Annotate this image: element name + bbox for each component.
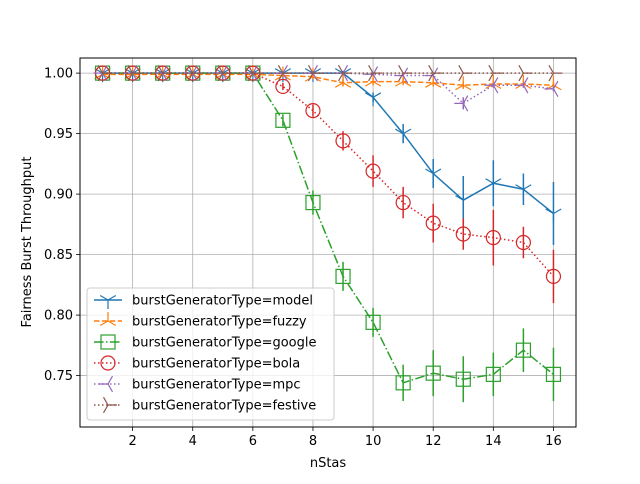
data-point <box>454 95 469 112</box>
x-tick-label: 6 <box>249 434 257 449</box>
x-tick-label: 16 <box>545 434 562 449</box>
data-point <box>425 365 441 381</box>
x-tick-label: 12 <box>425 434 442 449</box>
y-tick-label: 0.80 <box>44 309 73 324</box>
legend: burstGeneratorType=model burstGeneratorTy… <box>86 287 335 421</box>
data-point <box>395 128 412 143</box>
data-point <box>305 103 321 119</box>
data-point <box>305 194 321 211</box>
data-point <box>275 78 291 95</box>
data-point <box>425 168 442 183</box>
legend-label: burstGeneratorType=bola <box>132 357 300 372</box>
data-point <box>398 65 413 82</box>
data-point <box>485 230 501 246</box>
data-point <box>365 314 381 330</box>
data-point <box>247 65 262 82</box>
x-axis-ticks: 2 4 6 8 10 12 14 16 <box>128 427 562 449</box>
data-point <box>368 65 383 82</box>
data-point <box>275 112 291 128</box>
series-line-google <box>102 72 554 384</box>
data-point <box>488 65 503 82</box>
data-point <box>395 375 411 391</box>
series-mpc <box>93 65 559 112</box>
data-point <box>127 65 142 82</box>
legend-marker <box>102 396 117 414</box>
y-tick-label: 0.95 <box>44 127 73 142</box>
legend-label: burstGeneratorType=model <box>132 294 313 309</box>
data-point <box>187 65 202 82</box>
series-line-fuzzy <box>102 73 554 86</box>
y-tick-label: 0.85 <box>44 248 73 263</box>
data-point <box>455 76 472 91</box>
data-point <box>338 65 353 82</box>
legend-item-fuzzy: burstGeneratorType=fuzzy <box>94 312 307 330</box>
legend-item-festive: burstGeneratorType=festive <box>94 396 316 414</box>
data-point <box>455 226 471 242</box>
legend-item-bola: burstGeneratorType=bola <box>94 355 300 372</box>
data-point <box>217 65 232 82</box>
x-tick-label: 4 <box>189 434 197 449</box>
data-point <box>545 268 562 284</box>
data-point <box>334 73 352 88</box>
data-point <box>365 163 381 179</box>
data-point <box>364 92 382 107</box>
data-point <box>335 268 351 284</box>
y-tick-label: 0.75 <box>44 369 73 384</box>
legend-item-mpc: burstGeneratorType=mpc <box>94 375 301 393</box>
legend-marker <box>99 312 117 327</box>
data-point <box>518 65 533 82</box>
legend-label: burstGeneratorType=festive <box>132 399 316 414</box>
legend-label: burstGeneratorType=mpc <box>132 378 301 393</box>
data-point <box>277 65 292 82</box>
data-point <box>485 178 502 193</box>
data-point <box>157 65 172 82</box>
series-group <box>93 65 563 403</box>
data-point <box>428 65 443 82</box>
y-tick-label: 1.00 <box>44 67 73 82</box>
data-point <box>455 371 471 387</box>
legend-marker <box>99 375 114 393</box>
legend-item-google: burstGeneratorType=google <box>94 334 317 351</box>
data-point <box>545 208 562 223</box>
legend-item-model: burstGeneratorType=model <box>94 294 313 309</box>
data-point <box>515 234 531 251</box>
data-point <box>307 65 322 82</box>
data-point <box>485 366 501 382</box>
data-point <box>515 342 531 358</box>
series-festive <box>97 65 563 82</box>
legend-marker <box>100 334 116 350</box>
data-point <box>458 65 473 82</box>
data-point <box>93 65 108 82</box>
x-tick-label: 14 <box>485 434 502 449</box>
data-point <box>335 133 351 149</box>
x-tick-label: 2 <box>128 434 136 449</box>
data-point <box>548 65 563 82</box>
data-point <box>544 80 559 97</box>
data-point <box>515 184 532 199</box>
x-tick-label: 10 <box>365 434 382 449</box>
data-point <box>484 77 499 94</box>
legend-marker <box>100 355 116 371</box>
y-tick-label: 0.90 <box>44 188 73 203</box>
legend-label: burstGeneratorType=fuzzy <box>132 315 307 330</box>
y-axis-ticks: 0.75 0.80 0.85 0.90 0.95 1.00 <box>44 67 80 384</box>
x-axis-label: nStas <box>310 456 347 471</box>
data-point <box>455 195 472 210</box>
data-point <box>425 215 441 231</box>
data-point <box>545 366 562 382</box>
plot-frame <box>79 57 577 428</box>
legend-label: burstGeneratorType=google <box>132 336 317 351</box>
data-point <box>395 194 411 211</box>
y-axis-label: Fairness Burst Throughput <box>20 157 35 328</box>
legend-marker <box>99 294 117 309</box>
data-point <box>514 77 529 94</box>
x-tick-label: 8 <box>309 434 317 449</box>
data-point <box>97 65 112 82</box>
legend-box <box>86 287 335 421</box>
